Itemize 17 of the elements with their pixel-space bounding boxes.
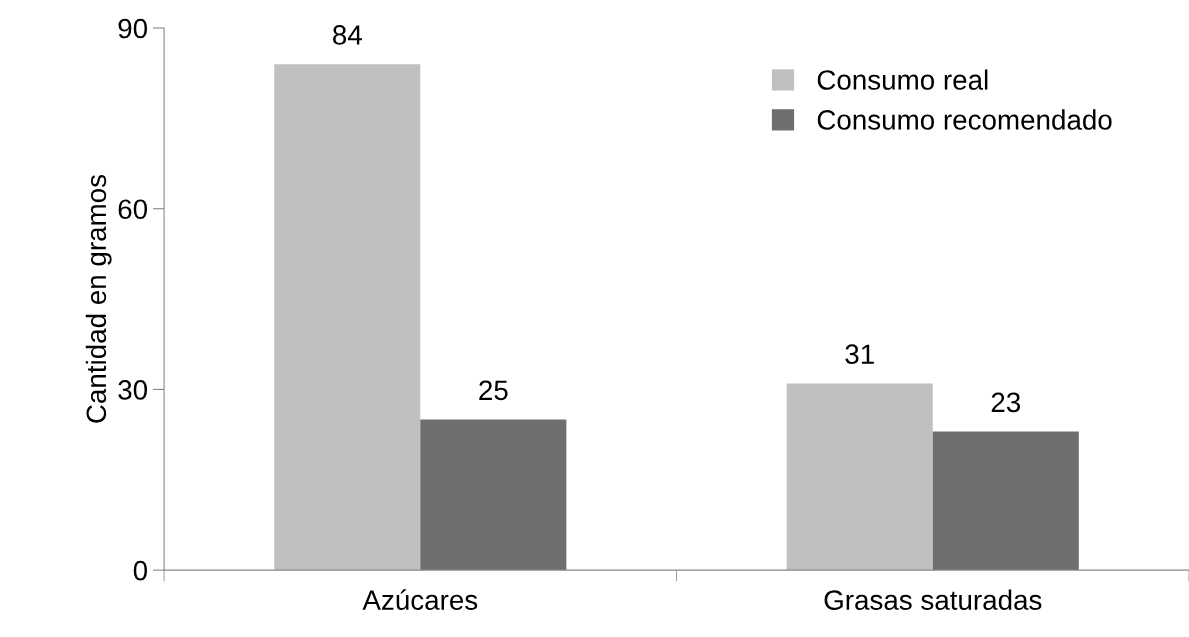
y-tick-label: 90 [118,18,148,39]
x-tick-label: Azúcares [362,589,478,610]
x-tick-label: Grasas saturadas [824,589,1042,610]
data-label: 84 [333,25,362,45]
data-label: 23 [991,392,1021,413]
bar [786,383,933,571]
data-label: 25 [479,380,508,401]
legend-label: Consumo recomendado [817,109,1112,130]
data-label: 31 [845,344,874,365]
y-axis-title: Cantidad en gramos [85,174,112,423]
bar [274,64,421,571]
bar [420,419,567,571]
y-tick-label: 0 [133,560,148,581]
bar [932,431,1079,571]
legend-label: Consumo real [817,69,988,90]
y-tick-label: 60 [118,199,148,220]
y-tick-label: 30 [118,380,148,400]
